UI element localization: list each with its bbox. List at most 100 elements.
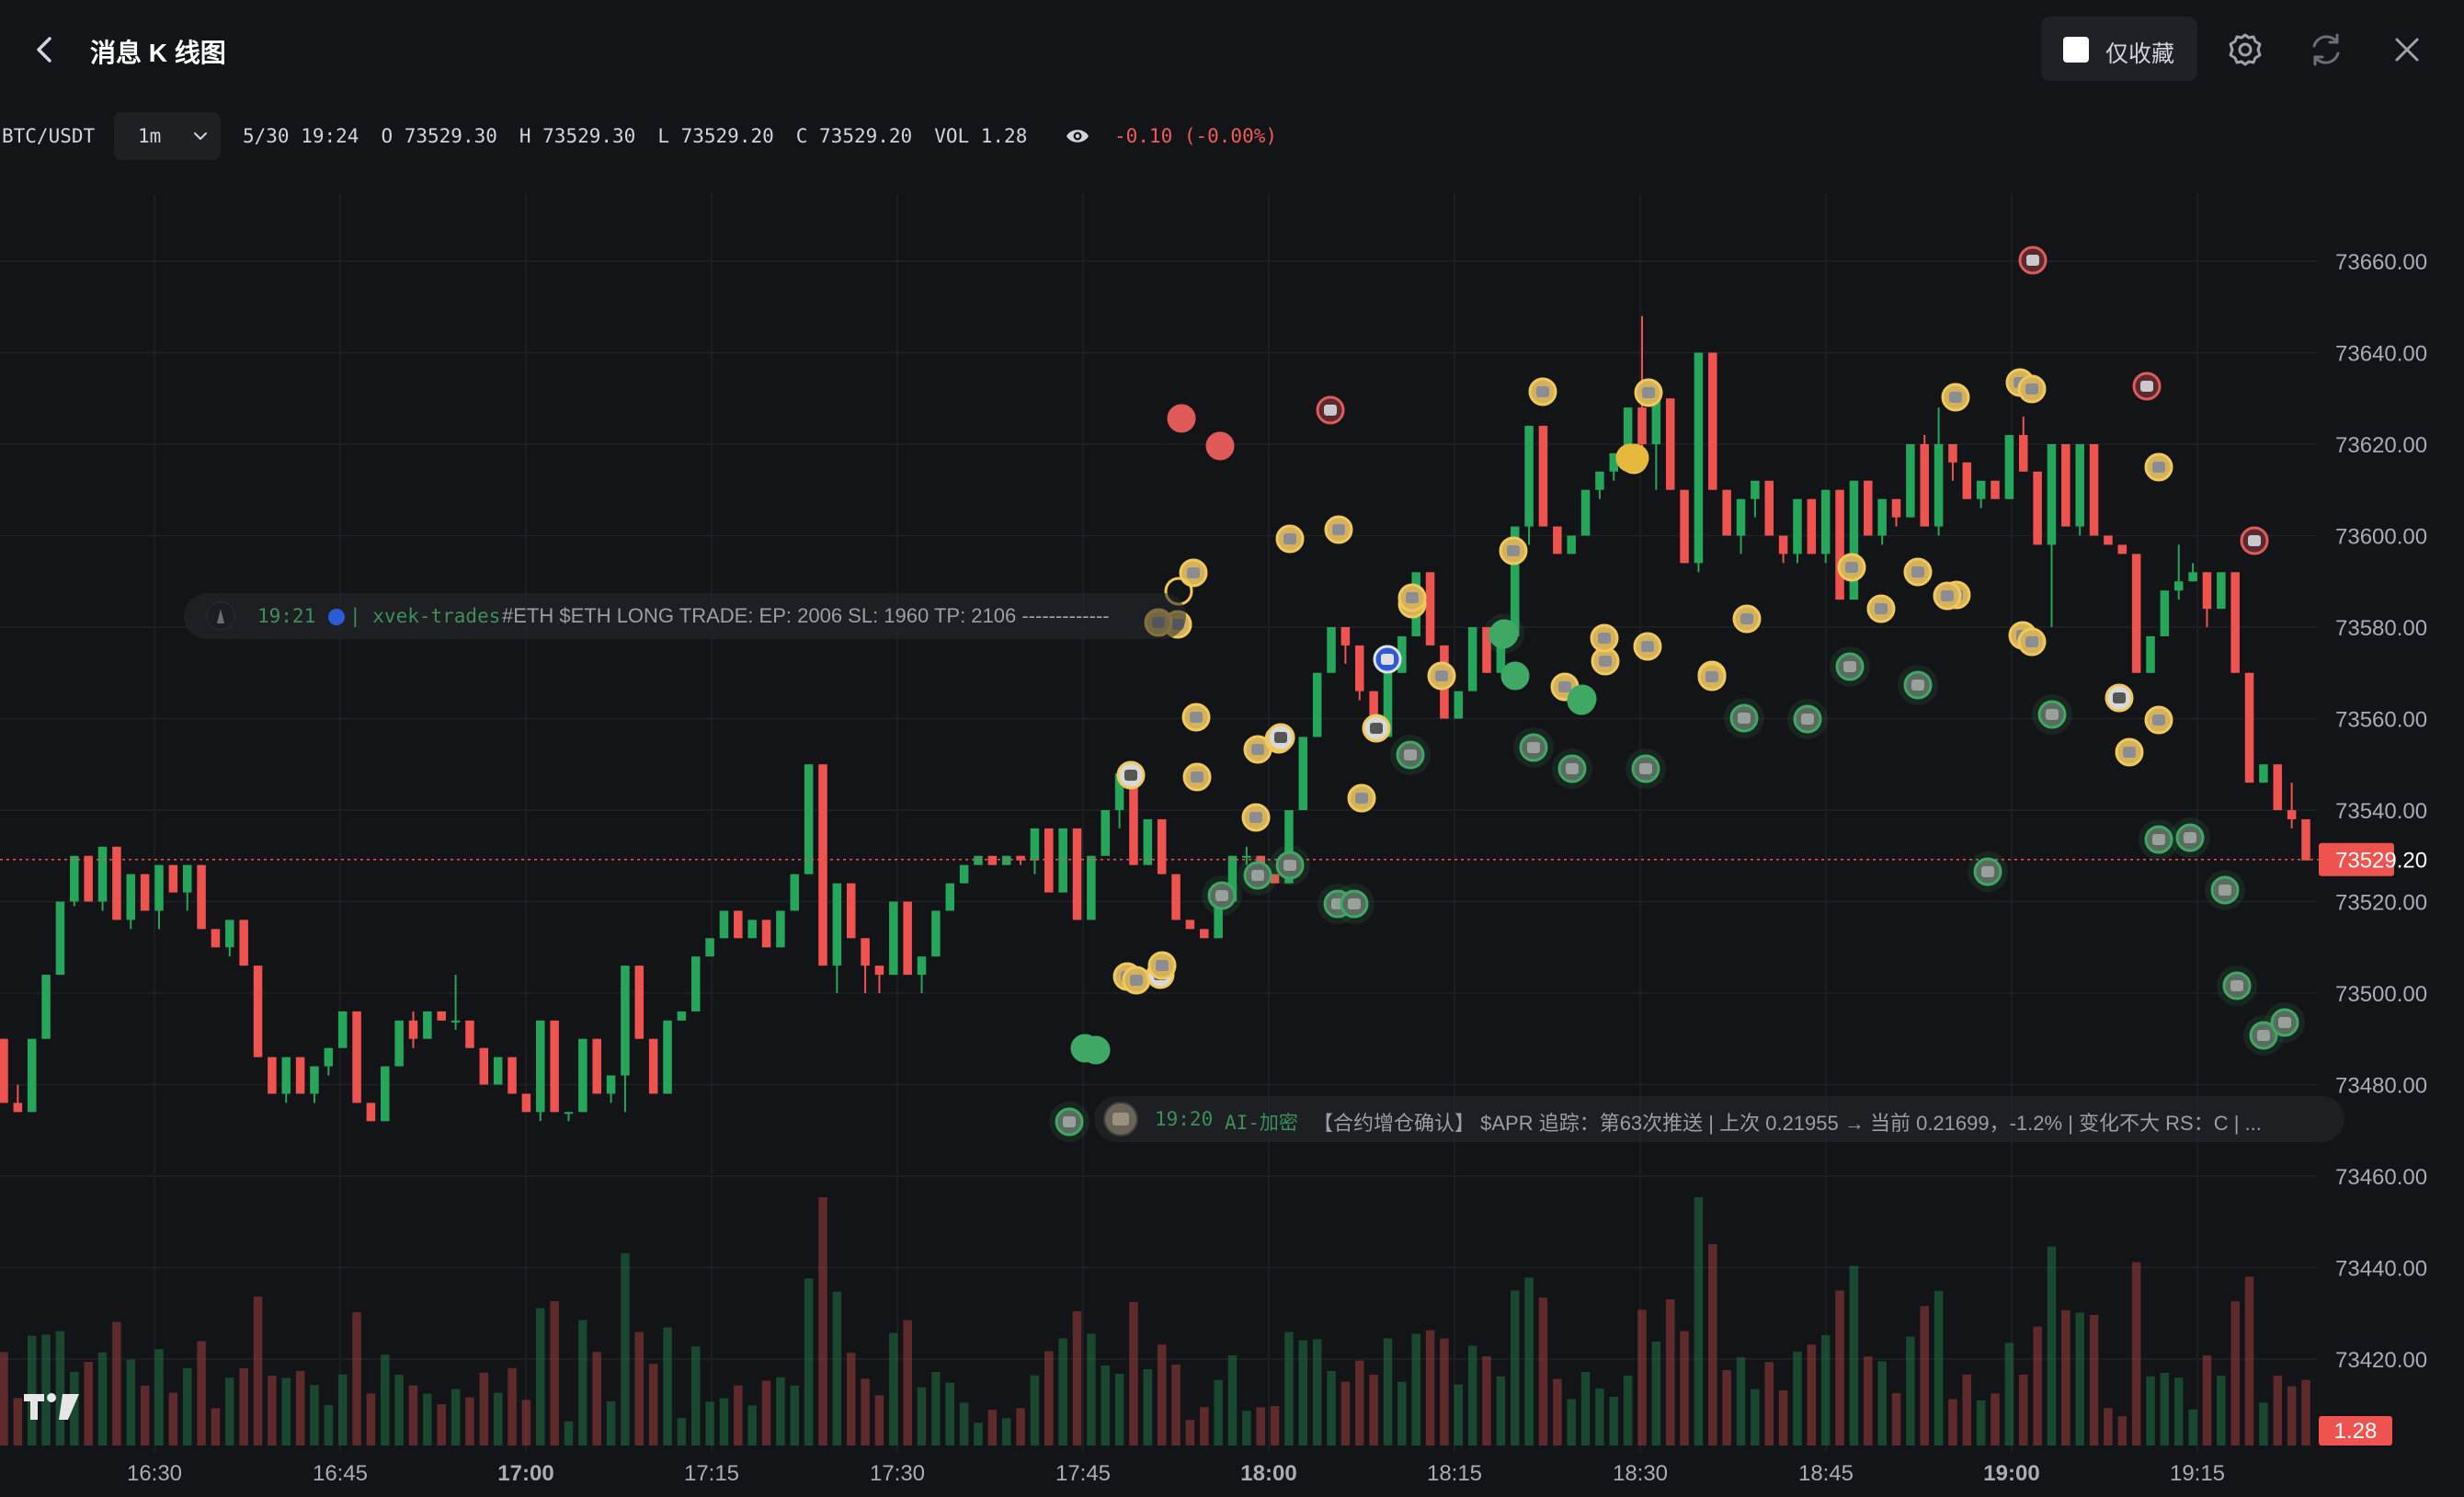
news-marker-icon[interactable] [1732,604,1762,634]
candle-body [27,1038,37,1113]
news-marker-icon[interactable] [1499,536,1528,566]
news-marker-icon[interactable] [1362,714,1391,743]
favorites-only-checkbox[interactable] [2063,37,2089,63]
news-marker-icon[interactable] [2139,819,2179,860]
candle-body [1637,407,1647,444]
news-marker-icon[interactable] [1427,661,1456,691]
news-marker-icon[interactable] [1489,620,1518,649]
message-bar-2[interactable]: 19:20 AI-加密 【合约增仓确认】 $APR 追踪：第63次推送 | 上次… [1094,1096,2344,1142]
news-marker-icon[interactable] [2217,966,2257,1006]
price-change: -0.10 (-0.00%) [1114,125,1278,147]
news-marker-icon[interactable] [2017,627,2047,657]
candle-body [677,1011,687,1021]
message-source: | xvek-trades [349,605,501,627]
eye-icon[interactable] [1065,124,1090,148]
news-marker-icon[interactable] [2170,817,2210,858]
candle-body [889,901,898,976]
news-marker-icon[interactable] [1634,378,1663,407]
news-marker-icon[interactable] [1941,383,1970,412]
news-marker-icon[interactable] [1837,553,1866,582]
news-marker-icon[interactable] [1568,684,1597,714]
news-marker-icon[interactable] [1324,515,1353,544]
news-marker-icon[interactable] [1270,845,1310,886]
news-marker-icon[interactable] [1347,783,1376,813]
refresh-icon[interactable] [2306,29,2346,70]
volume-bar [1016,1408,1025,1446]
message-bar-1[interactable]: 19:21 | xvek-trades #ETH $ETH LONG TRADE… [184,593,1186,639]
candles [0,315,2310,1122]
candle-body [1694,352,1704,564]
news-marker-icon[interactable] [1243,735,1272,764]
news-marker-icon[interactable] [2205,870,2245,910]
volume-bar [1087,1333,1096,1446]
volume-bar [719,1398,729,1446]
news-marker-icon[interactable] [1049,1102,1089,1142]
candle-body [1129,773,1138,865]
news-marker-icon[interactable] [1205,431,1235,461]
interval-select[interactable]: 1m [114,112,221,160]
news-marker-icon[interactable] [2018,246,2048,275]
favorites-only-toggle[interactable]: 仅收藏 [2041,17,2197,81]
news-marker-icon[interactable] [1182,762,1212,792]
candle-body [2146,635,2155,673]
news-marker-icon[interactable] [1116,760,1146,790]
news-marker-icon[interactable] [1238,855,1278,896]
news-marker-icon[interactable] [2032,694,2072,735]
news-marker-icon[interactable] [1615,443,1645,473]
news-marker-icon[interactable] [1830,646,1870,687]
news-marker-icon[interactable] [1316,395,1345,425]
news-marker-icon[interactable] [1202,875,1242,916]
news-marker-icon[interactable] [1528,377,1557,406]
volume-bar [1609,1397,1619,1446]
news-marker-icon[interactable] [2017,374,2047,404]
news-marker-icon[interactable] [1787,699,1828,739]
chevron-left-icon[interactable] [22,26,70,74]
time-axis[interactable]: 16:30 16:45 17:00 17:15 17:30 17:45 18:00 18:15… [127,1461,2225,1486]
volume-bar [1934,1290,1944,1446]
news-marker-icon[interactable] [1590,623,1619,653]
news-marker-icon[interactable] [2144,452,2173,482]
news-marker-icon[interactable] [1181,703,1211,732]
news-marker-icon[interactable] [1903,557,1933,587]
close-icon[interactable] [2387,29,2427,70]
news-marker-icon[interactable] [2105,683,2134,713]
volume-bar [1340,1381,1351,1446]
news-marker-icon[interactable] [1552,748,1592,789]
news-marker-icon[interactable] [1898,665,1938,705]
candle-body [1171,874,1181,920]
news-marker-icon[interactable] [1122,966,1151,995]
news-marker-icon[interactable] [1724,698,1764,738]
news-marker-icon[interactable] [1697,662,1727,691]
news-marker-icon[interactable] [2115,737,2144,767]
candle-body [578,1038,587,1113]
news-marker-icon[interactable] [2132,371,2162,401]
news-marker-icon[interactable] [1275,524,1305,554]
news-marker-icon[interactable] [1147,951,1177,980]
news-marker-icon[interactable] [1081,1035,1111,1065]
news-marker-icon[interactable] [1933,581,1962,611]
news-marker-icon[interactable] [1266,723,1295,752]
news-marker-icon[interactable] [1179,558,1208,588]
news-marker-icon[interactable] [1241,803,1271,832]
news-marker-icon[interactable] [1633,632,1662,661]
y-tick-label: 73500.00 [2335,982,2427,1007]
news-marker-icon[interactable] [1626,748,1666,789]
news-marker-icon[interactable] [1397,583,1427,612]
news-marker-icon[interactable] [1390,735,1431,775]
news-marker-icon[interactable] [1513,727,1554,768]
news-marker-icon[interactable] [1500,661,1530,691]
news-marker-icon[interactable] [2240,526,2269,555]
candle-body [1877,498,1887,536]
news-marker-icon[interactable] [2264,1002,2305,1043]
price-axis[interactable]: 73660.00 73640.00 73620.00 73600.00 73580.00… [2319,250,2427,1446]
gear-icon[interactable] [2225,29,2265,70]
news-marker-icon[interactable] [1167,404,1196,433]
news-marker-icon[interactable] [1968,851,2008,892]
news-marker-icon[interactable] [1373,645,1402,674]
news-marker-icon[interactable] [1866,594,1896,623]
candle-body [2075,444,2084,527]
news-marker-icon[interactable] [1334,884,1375,924]
news-markers[interactable] [1049,246,2305,1142]
news-marker-icon[interactable] [2144,705,2173,735]
